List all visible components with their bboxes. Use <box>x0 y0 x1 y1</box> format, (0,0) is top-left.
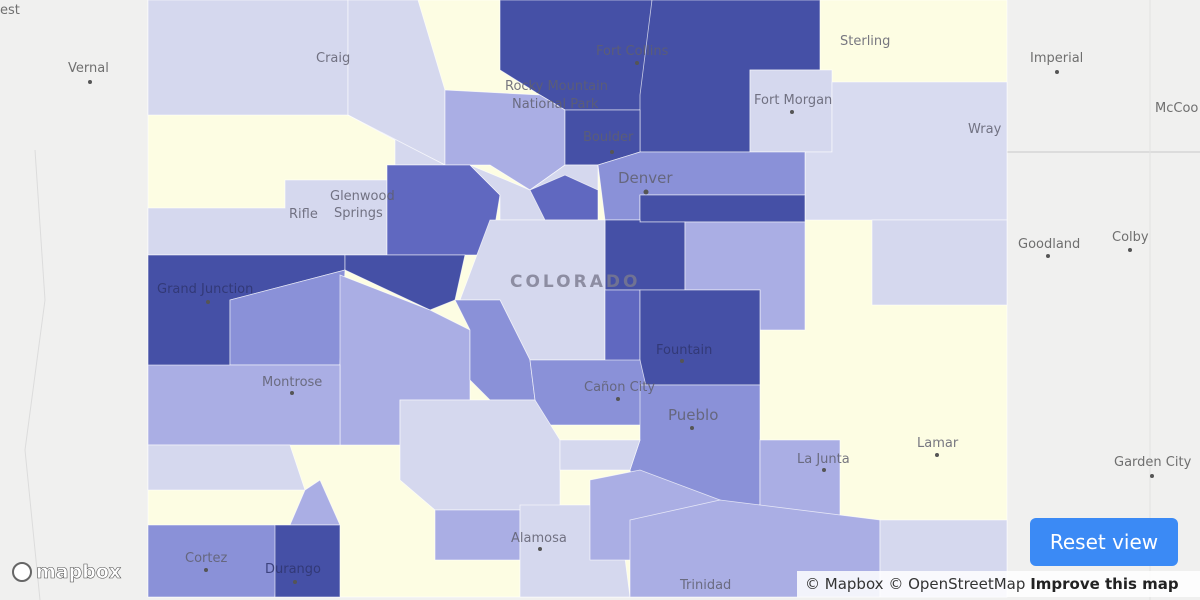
state-label: COLORADO <box>510 272 640 292</box>
place-label: National Park <box>512 97 599 112</box>
place-dot <box>790 110 794 114</box>
place-label: Pueblo <box>668 406 718 424</box>
improve-map-link[interactable]: Improve this map <box>1030 575 1179 593</box>
logo-text: mapbox <box>36 561 122 584</box>
place-dot <box>610 150 614 154</box>
place-label: Sterling <box>840 34 890 49</box>
place-label: Imperial <box>1030 51 1083 66</box>
place-label: est <box>0 3 20 18</box>
place-label: McCoo <box>1155 101 1198 116</box>
place-dot <box>1055 70 1059 74</box>
attribution-mapbox[interactable]: © Mapbox <box>805 575 884 593</box>
place-dot <box>1150 474 1154 478</box>
counties <box>147 0 1008 598</box>
place-dot <box>616 397 620 401</box>
place-dot <box>680 359 684 363</box>
place-label: Durango <box>265 562 321 577</box>
place-dot <box>206 300 210 304</box>
place-dot <box>690 426 694 430</box>
place-label: Colby <box>1112 230 1149 245</box>
place-label: Rocky Mountain <box>505 79 608 94</box>
place-label: Vernal <box>68 61 109 76</box>
place-label: Trinidad <box>679 578 731 593</box>
logo-icon <box>12 562 32 582</box>
place-label: Craig <box>316 51 350 66</box>
attribution: © Mapbox © OpenStreetMap Improve this ma… <box>797 571 1200 597</box>
place-label: Garden City <box>1114 455 1192 470</box>
place-label: Montrose <box>262 375 322 390</box>
place-label: Wray <box>968 122 1002 137</box>
place-dot <box>822 468 826 472</box>
place-label: Fountain <box>656 343 712 358</box>
place-dot <box>290 391 294 395</box>
place-label: Lamar <box>917 436 959 451</box>
place-label: Cañon City <box>584 380 655 395</box>
place-label: Springs <box>334 206 383 221</box>
place-label: Rifle <box>289 207 318 222</box>
mapbox-logo[interactable]: mapbox <box>12 561 121 583</box>
place-label: Denver <box>618 169 673 187</box>
place-label: Fort Collins <box>596 44 669 59</box>
place-label: Goodland <box>1018 237 1080 252</box>
place-label: Alamosa <box>511 531 567 546</box>
place-labels: est Vernal Craig Rocky Mountain National… <box>0 3 1198 593</box>
place-dot <box>635 61 639 65</box>
reset-view-button[interactable]: Reset view <box>1030 518 1178 566</box>
place-label: La Junta <box>797 452 850 467</box>
place-dot <box>204 568 208 572</box>
place-dot <box>538 547 542 551</box>
place-label: Grand Junction <box>157 282 253 297</box>
place-label: Cortez <box>185 551 227 566</box>
place-label: Fort Morgan <box>754 93 832 108</box>
place-dot <box>1128 248 1132 252</box>
place-label: Boulder <box>583 130 634 145</box>
place-dot <box>1046 254 1050 258</box>
place-dot <box>88 80 92 84</box>
place-dot <box>935 453 939 457</box>
place-label: Glenwood <box>330 189 395 204</box>
attribution-osm[interactable]: © OpenStreetMap <box>888 575 1026 593</box>
place-dot <box>293 580 297 584</box>
place-dot <box>643 189 649 195</box>
